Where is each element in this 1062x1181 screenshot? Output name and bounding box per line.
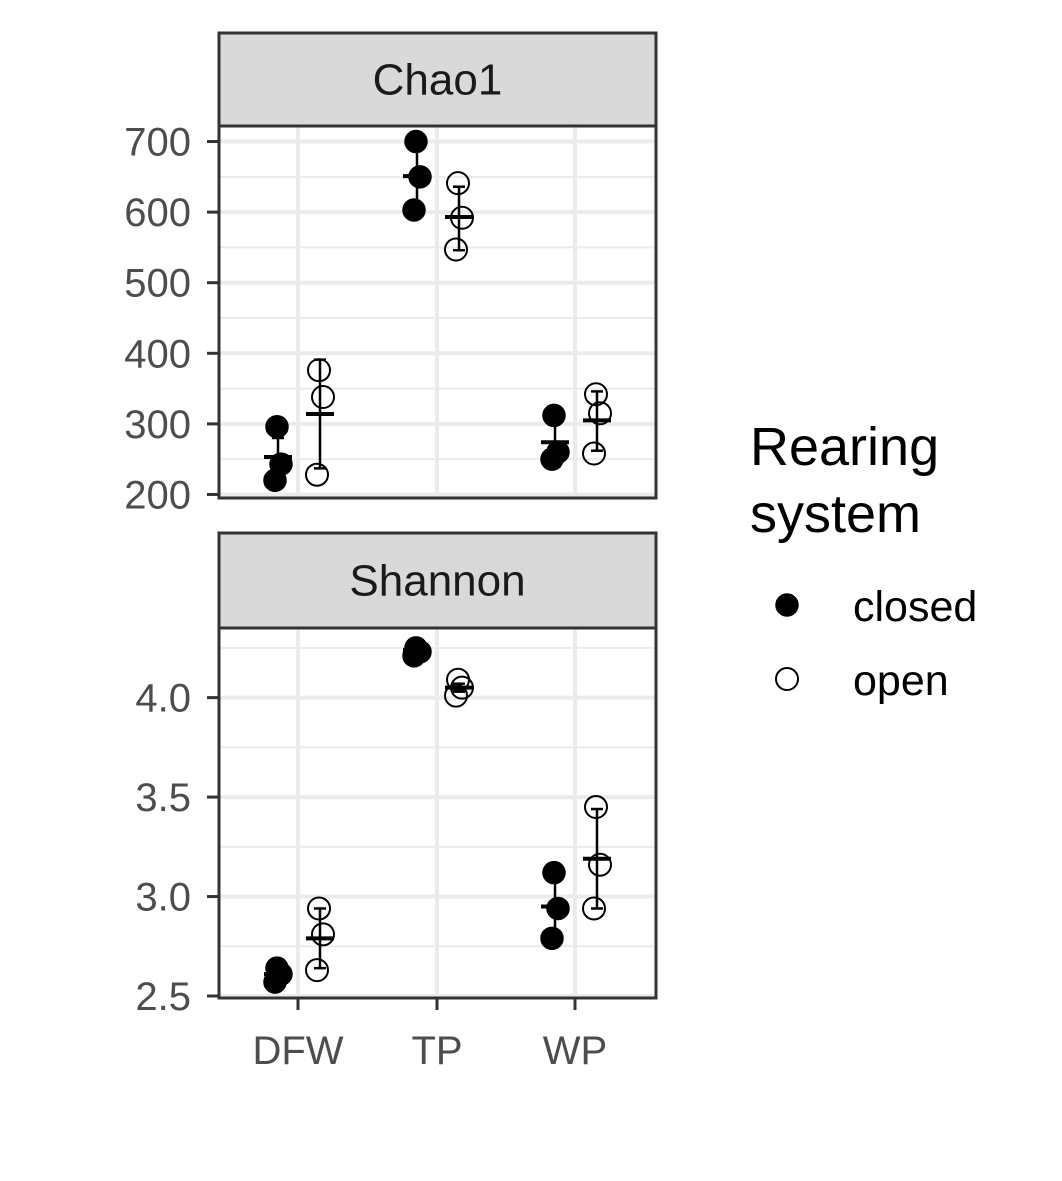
y-tick-label: 4.0 <box>135 677 191 721</box>
legend-label: open <box>853 657 949 705</box>
data-point-open <box>444 237 468 262</box>
data-point-open <box>584 795 608 820</box>
y-tick-label: 300 <box>124 403 191 447</box>
data-point-closed <box>404 129 428 154</box>
data-point-open <box>307 896 331 921</box>
y-tick-label: 2.5 <box>135 975 191 1019</box>
y-tick-label: 500 <box>124 262 191 306</box>
data-point-open <box>582 441 606 466</box>
legend-key-open <box>775 667 799 691</box>
data-point-closed <box>540 926 564 951</box>
data-point-closed <box>402 198 426 222</box>
facet-strip <box>217 31 658 128</box>
data-point-closed <box>265 956 289 980</box>
data-point-closed <box>269 452 293 476</box>
data-point-open <box>305 462 329 487</box>
data-point-closed <box>542 860 566 885</box>
data-point-closed <box>546 440 570 464</box>
y-tick-label: 700 <box>124 121 191 165</box>
data-point-open <box>444 683 468 708</box>
x-tick-label: WP <box>543 1029 607 1073</box>
y-tick-label: 3.5 <box>135 776 191 820</box>
data-point-open <box>584 382 608 407</box>
data-point-open <box>582 896 606 921</box>
facet-strip <box>217 531 658 630</box>
data-point-closed <box>408 165 432 189</box>
data-point-open <box>446 667 470 692</box>
data-point-open <box>588 852 612 877</box>
legend-label: closed <box>853 583 977 631</box>
y-tick-label: 200 <box>124 473 191 517</box>
data-point-open <box>446 171 470 196</box>
data-point-closed <box>542 403 566 428</box>
facet-strip-label: Shannon <box>349 557 525 606</box>
x-tick-label: TP <box>411 1029 462 1073</box>
panel-border <box>217 124 658 500</box>
facet-panel-chao1: Chao1 200 300 400 500 600 700 <box>124 31 658 517</box>
data-point-open <box>450 205 474 230</box>
y-tick-label: 400 <box>124 332 191 376</box>
data-point-open <box>588 401 612 426</box>
data-point-open <box>305 958 329 983</box>
y-tick-label: 3.0 <box>135 876 191 920</box>
data-point-closed <box>404 636 428 660</box>
x-tick-label: DFW <box>252 1029 343 1073</box>
y-tick-label: 600 <box>124 191 191 235</box>
data-point-open <box>311 385 335 410</box>
data-point-closed <box>265 414 289 439</box>
legend-title: Rearing <box>750 417 939 477</box>
facet-strip-label: Chao1 <box>373 56 503 105</box>
legend: Rearing system closed open <box>750 417 977 705</box>
facet-panel-shannon: Shannon 2.5 3.0 3.5 4.0 <box>135 531 658 1019</box>
data-point-closed <box>546 896 570 921</box>
legend-title: system <box>750 484 921 544</box>
data-point-open <box>311 922 335 947</box>
data-point-open <box>307 358 331 383</box>
legend-key-closed <box>775 593 799 617</box>
